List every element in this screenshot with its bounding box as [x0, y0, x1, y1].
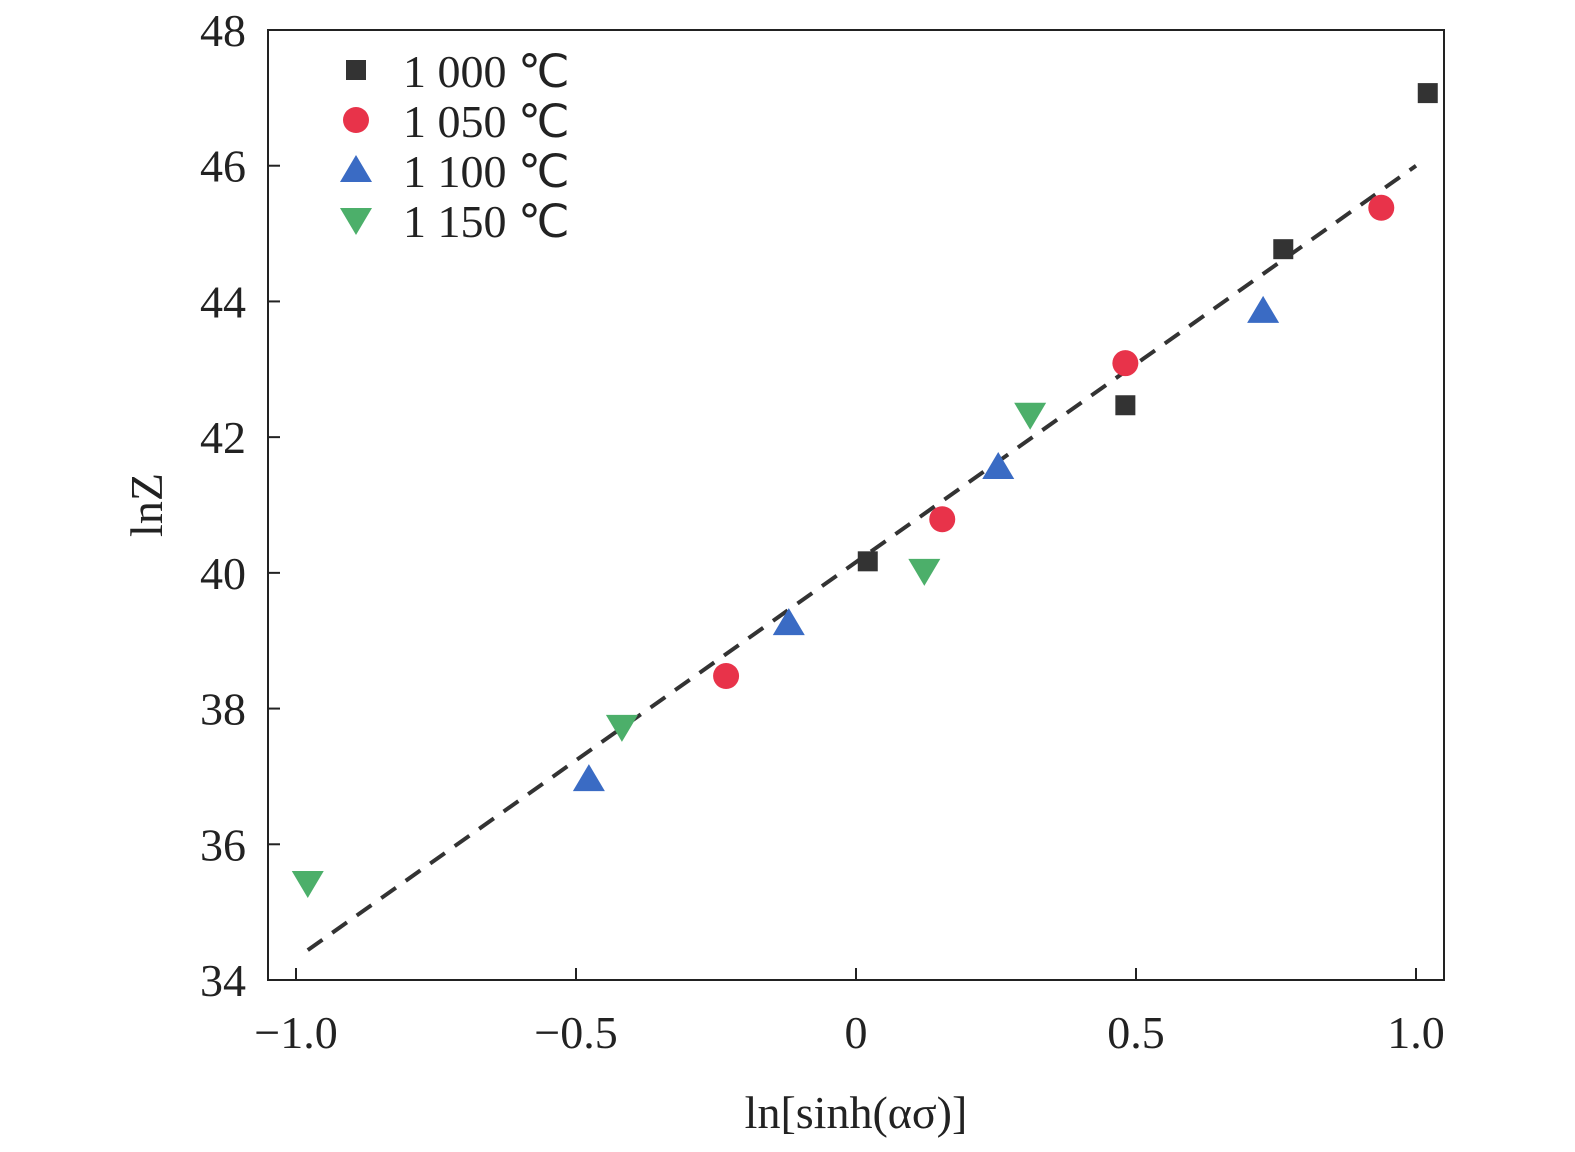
data-point: [1112, 350, 1139, 377]
x-tick-label: −1.0: [254, 1007, 337, 1058]
y-tick-label: 44: [200, 276, 246, 327]
data-point: [291, 870, 324, 898]
x-tick-label: −0.5: [534, 1007, 617, 1058]
data-point: [572, 764, 605, 792]
y-tick-label: 34: [200, 955, 246, 1006]
data-point: [1115, 395, 1136, 416]
fit-line: [306, 164, 1418, 952]
legend-marker: [340, 208, 372, 235]
data-point: [982, 452, 1015, 479]
legend-marker: [343, 107, 369, 133]
y-axis-label: lnZ: [121, 473, 172, 537]
legend-label: 1 100 ℃: [403, 146, 570, 197]
legend-marker: [346, 60, 366, 80]
y-tick-label: 48: [200, 5, 246, 56]
data-point: [713, 663, 740, 689]
data-point: [1014, 402, 1047, 430]
x-tick-label: 1.0: [1387, 1007, 1445, 1058]
legend-marker: [340, 155, 372, 182]
y-tick-label: 38: [200, 684, 246, 735]
data-point: [1273, 239, 1294, 260]
data-point: [929, 506, 956, 533]
x-tick-label: 0.5: [1107, 1007, 1165, 1058]
data-point: [1247, 295, 1280, 323]
data-point: [857, 551, 878, 572]
y-tick-label: 46: [200, 141, 246, 192]
legend-label: 1 050 ℃: [403, 96, 570, 147]
y-tick-label: 36: [200, 819, 246, 870]
x-axis-label: ln[sinh(ασ)]: [745, 1087, 968, 1138]
data-point: [605, 714, 638, 742]
data-point: [772, 608, 805, 636]
x-tick-label: 0: [845, 1007, 868, 1058]
data-point: [908, 558, 941, 586]
data-point: [1368, 194, 1395, 221]
data-point: [1417, 83, 1438, 104]
legend-label: 1 000 ℃: [403, 46, 570, 97]
y-tick-label: 40: [200, 548, 246, 599]
legend-label: 1 150 ℃: [403, 196, 570, 247]
y-tick-label: 42: [200, 412, 246, 463]
